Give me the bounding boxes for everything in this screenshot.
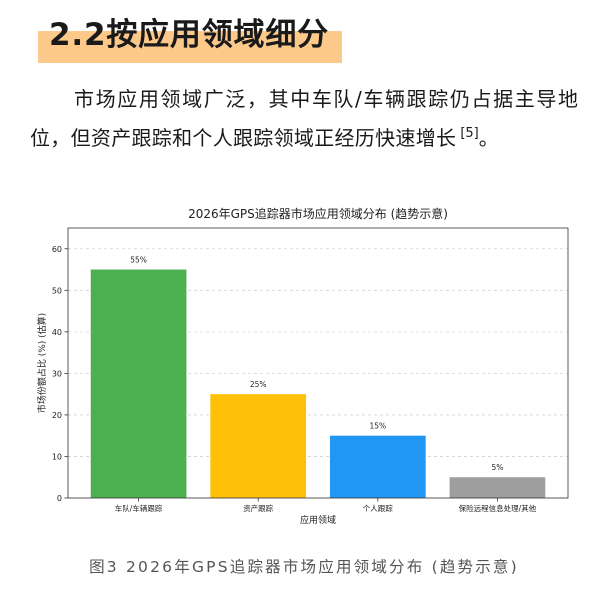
x-axis-label: 应用领域 — [300, 514, 336, 526]
x-tick-label: 车队/车辆跟踪 — [115, 503, 163, 513]
y-axis-label: 市场份额占比 (%) (估算) — [36, 313, 48, 413]
x-tick-label: 个人跟踪 — [363, 503, 393, 513]
data-label: 5% — [491, 463, 503, 472]
section-heading: 2.2按应用领域细分 — [49, 17, 329, 53]
axes — [64, 227, 569, 502]
y-tick-label: 0 — [57, 494, 62, 503]
y-tick-label: 60 — [52, 245, 62, 254]
bar-3 — [329, 435, 426, 498]
figure-caption: 图3 2026年GPS追踪器市场应用领域分布 (趋势示意) — [89, 558, 519, 576]
bars — [90, 269, 546, 498]
paragraph-line-2-text: 位，但资产跟踪和个人跟踪领域正经历快速增长 — [30, 126, 457, 150]
x-tick-label: 保险远程信息处理/其他 — [459, 503, 537, 513]
plot-frame — [67, 227, 569, 499]
data-label: 25% — [250, 380, 267, 389]
chart-labels: 0 10 20 30 40 50 60 55% 车队/车辆跟踪 25% 资产跟踪 15% 个人跟踪 5% 保… — [52, 245, 537, 513]
data-label: 15% — [369, 422, 386, 431]
y-tick-label: 30 — [52, 369, 62, 378]
paragraph-line-2-end: 。 — [478, 126, 500, 150]
y-tick-label: 40 — [52, 328, 62, 337]
y-tick-label: 20 — [52, 411, 62, 420]
bar-1 — [90, 269, 187, 498]
citation-reference: [5] — [460, 126, 479, 141]
bar-4 — [449, 477, 546, 498]
x-tick-label: 资产跟踪 — [243, 503, 273, 513]
market-share-bar-chart: 0 10 20 30 40 50 60 55% 车队/车辆跟踪 25% 资产跟踪 15% 个人跟踪 5% 保… — [0, 200, 608, 530]
y-tick-label: 50 — [52, 286, 62, 295]
y-tick-label: 10 — [52, 452, 62, 461]
paragraph-line-2: 位，但资产跟踪和个人跟踪领域正经历快速增长 [5]。 — [30, 120, 499, 152]
bar-2 — [210, 394, 307, 498]
data-label: 55% — [130, 256, 147, 265]
heading-highlight — [38, 31, 342, 63]
chart-title: 2026年GPS追踪器市场应用领域分布 (趋势示意) — [188, 206, 448, 221]
paragraph-line-1: 市场应用领域广泛，其中车队/车辆跟踪仍占据主导地 — [74, 87, 578, 111]
